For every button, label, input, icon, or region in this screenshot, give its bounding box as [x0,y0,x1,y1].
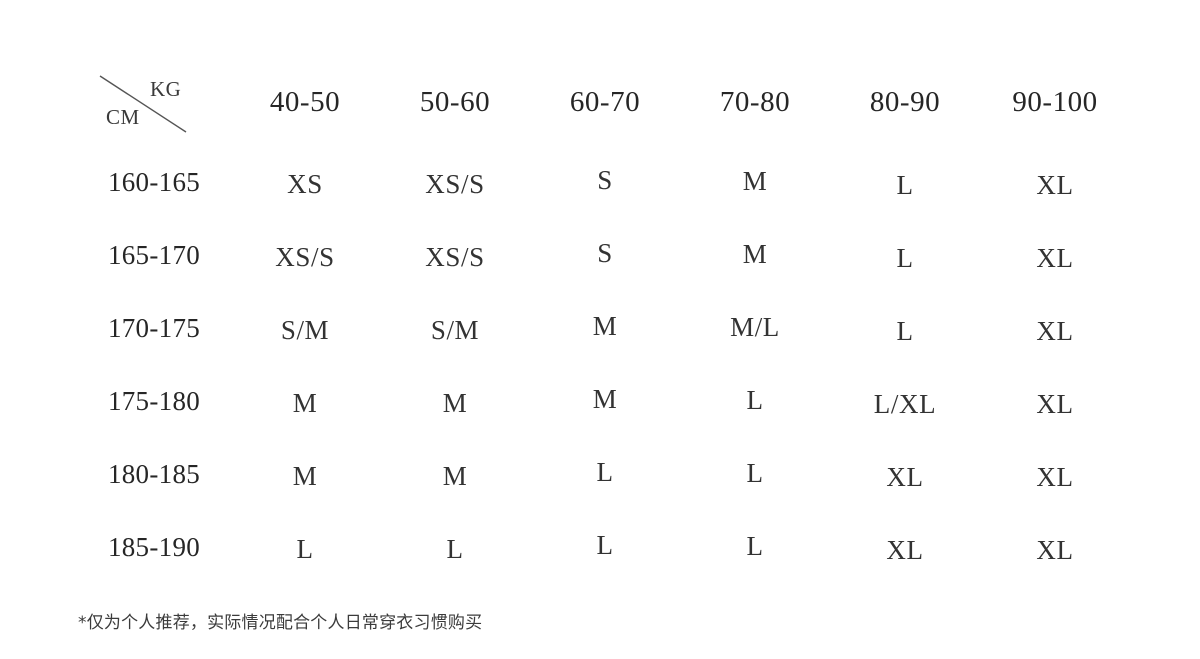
table-row: 170-175 S/M S/M M M/L L XL [78,292,1130,365]
size-cell: M [742,166,768,196]
column-header-weight-6: 90-100 [1012,85,1098,118]
row-header-height-4: 175-180 [107,386,201,416]
size-cell: S [597,238,613,268]
axis-corner-cell: KG CM [78,58,230,146]
size-cell: S/M [280,315,330,345]
size-cell: L [296,534,314,564]
size-cell: L [446,534,464,564]
weight-unit-label: KG [150,77,182,101]
column-header-weight-5: 80-90 [869,85,941,118]
column-header-weight-4: 70-80 [719,85,791,118]
size-cell: L [596,457,614,487]
size-cell: M [292,388,318,418]
table-header-row: KG CM 40-50 50-60 60-70 70-80 80-90 90-1… [78,58,1130,146]
row-header-height-2: 165-170 [107,240,201,270]
size-cell: XL [1036,535,1074,565]
chart-footnote: *仅为个人推荐，实际情况配合个人日常穿衣习惯购买 [78,613,483,633]
size-chart-table: KG CM 40-50 50-60 60-70 70-80 80-90 90-1… [78,58,1130,584]
size-cell: XL [886,462,924,492]
size-cell: M [592,384,618,414]
size-cell: XL [886,535,924,565]
size-cell: XL [1036,316,1074,346]
size-cell: XS/S [425,242,485,272]
size-cell: L [746,531,764,561]
size-cell: XL [1036,462,1074,492]
column-header-weight-1: 40-50 [269,85,341,118]
column-header-weight-3: 60-70 [569,85,641,118]
size-cell: L/XL [873,389,937,419]
size-cell: L [746,458,764,488]
size-cell: L [896,243,914,273]
size-cell: L [896,316,914,346]
table-row: 180-185 M M L L XL XL [78,438,1130,511]
table-row: 185-190 L L L L XL XL [78,511,1130,584]
size-cell: L [746,385,764,415]
row-header-height-3: 170-175 [107,313,201,343]
table-row: 160-165 XS XS/S S M L XL [78,146,1130,219]
height-unit-label: CM [106,105,140,129]
size-cell: XL [1036,389,1074,419]
diagonal-divider-icon [99,75,187,133]
size-cell: L [596,530,614,560]
size-cell: L [896,170,914,200]
row-header-height-6: 185-190 [107,532,201,562]
size-cell: M [742,239,768,269]
table-row: 165-170 XS/S XS/S S M L XL [78,219,1130,292]
size-cell: M/L [730,312,780,342]
size-cell: M [592,311,618,341]
column-header-weight-2: 50-60 [419,85,491,118]
table-row: 175-180 M M M L L/XL XL [78,365,1130,438]
size-cell: M [292,461,318,491]
size-cell: M [442,388,468,418]
size-cell: M [442,461,468,491]
row-header-height-5: 180-185 [107,459,201,489]
size-cell: S [597,165,613,195]
size-cell: XL [1036,170,1074,200]
row-header-height-1: 160-165 [107,167,201,197]
size-cell: XS [287,169,323,199]
size-cell: S/M [430,315,480,345]
size-cell: XL [1036,243,1074,273]
size-cell: XS/S [275,242,335,272]
size-cell: XS/S [425,169,485,199]
